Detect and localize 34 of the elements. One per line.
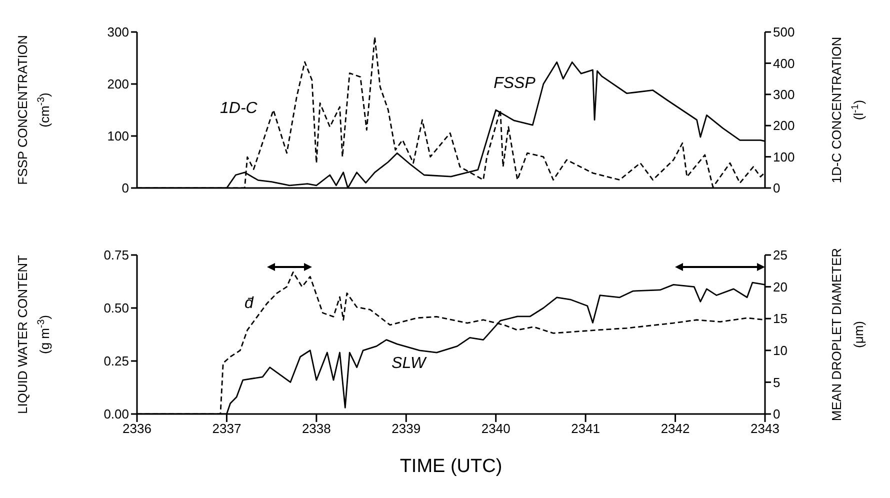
y2-tick-label: 500 — [773, 24, 795, 40]
series-label: d̄ — [244, 295, 254, 312]
y-tick-label: 0.25 — [104, 354, 129, 369]
y-tick-label: 300 — [107, 24, 129, 40]
x-axis-title: TIME (UTC) — [400, 456, 502, 477]
y2-tick-label: 10 — [773, 343, 788, 358]
x-tick-label: 2343 — [750, 421, 780, 436]
y-tick-label: 0.75 — [104, 248, 129, 263]
x-tick-label: 2342 — [660, 421, 690, 436]
series-label: FSSP — [494, 75, 536, 92]
series-label: 1D-C — [220, 100, 258, 118]
y-tick-label: 0.50 — [104, 300, 129, 316]
y2-tick-label: 20 — [773, 279, 788, 294]
y2-tick-label: 200 — [773, 118, 795, 134]
x-tick-label: 2338 — [302, 421, 331, 436]
y-tick-label: 200 — [107, 76, 129, 92]
y2-tick-label: 300 — [773, 87, 795, 102]
series-label: SLW — [392, 355, 428, 372]
y2-axis-title: MEAN DROPLET DIAMETER (μm) — [829, 248, 866, 422]
y2-tick-label: 400 — [773, 56, 795, 71]
x-tick-label: 2337 — [212, 421, 242, 436]
y2-tick-label: 100 — [773, 149, 795, 164]
y2-tick-label: 25 — [773, 248, 788, 263]
y2-tick-label: 0 — [773, 180, 780, 196]
y2-tick-label: 5 — [773, 374, 780, 390]
x-tick-label: 2341 — [571, 421, 600, 436]
y-tick-label: 100 — [107, 128, 129, 144]
x-tick-label: 2340 — [481, 421, 510, 436]
y-tick-label: 0 — [122, 180, 129, 196]
x-tick-label: 2336 — [122, 421, 152, 436]
x-tick-label: 2339 — [392, 421, 421, 436]
y-tick-label: 0.00 — [104, 406, 129, 422]
y2-tick-label: 0 — [773, 406, 780, 422]
y2-tick-label: 15 — [773, 311, 788, 326]
